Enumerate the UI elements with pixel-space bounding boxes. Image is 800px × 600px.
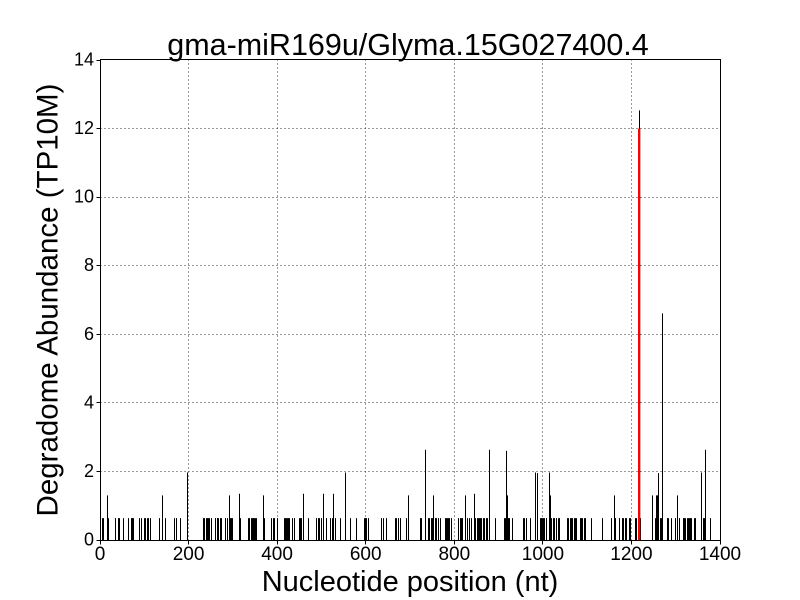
svg-text:400: 400 — [261, 544, 293, 565]
svg-text:Nucleotide position (nt): Nucleotide position (nt) — [262, 566, 559, 598]
svg-text:Degradome Abundance (TP10M): Degradome Abundance (TP10M) — [32, 84, 65, 517]
svg-text:1000: 1000 — [522, 544, 564, 565]
svg-text:14: 14 — [74, 50, 94, 70]
svg-text:4: 4 — [84, 392, 94, 412]
svg-text:12: 12 — [74, 118, 94, 138]
svg-text:2: 2 — [84, 461, 94, 481]
svg-text:800: 800 — [438, 544, 470, 565]
svg-text:1400: 1400 — [699, 544, 741, 565]
svg-text:200: 200 — [173, 544, 205, 565]
svg-text:gma-miR169u/Glyma.15G027400.4: gma-miR169u/Glyma.15G027400.4 — [167, 28, 649, 62]
svg-text:1200: 1200 — [610, 544, 652, 565]
svg-text:600: 600 — [350, 544, 382, 565]
svg-text:6: 6 — [84, 324, 94, 344]
svg-text:8: 8 — [84, 255, 94, 275]
svg-text:0: 0 — [95, 544, 106, 565]
svg-text:0: 0 — [84, 530, 94, 550]
svg-text:10: 10 — [74, 187, 94, 207]
